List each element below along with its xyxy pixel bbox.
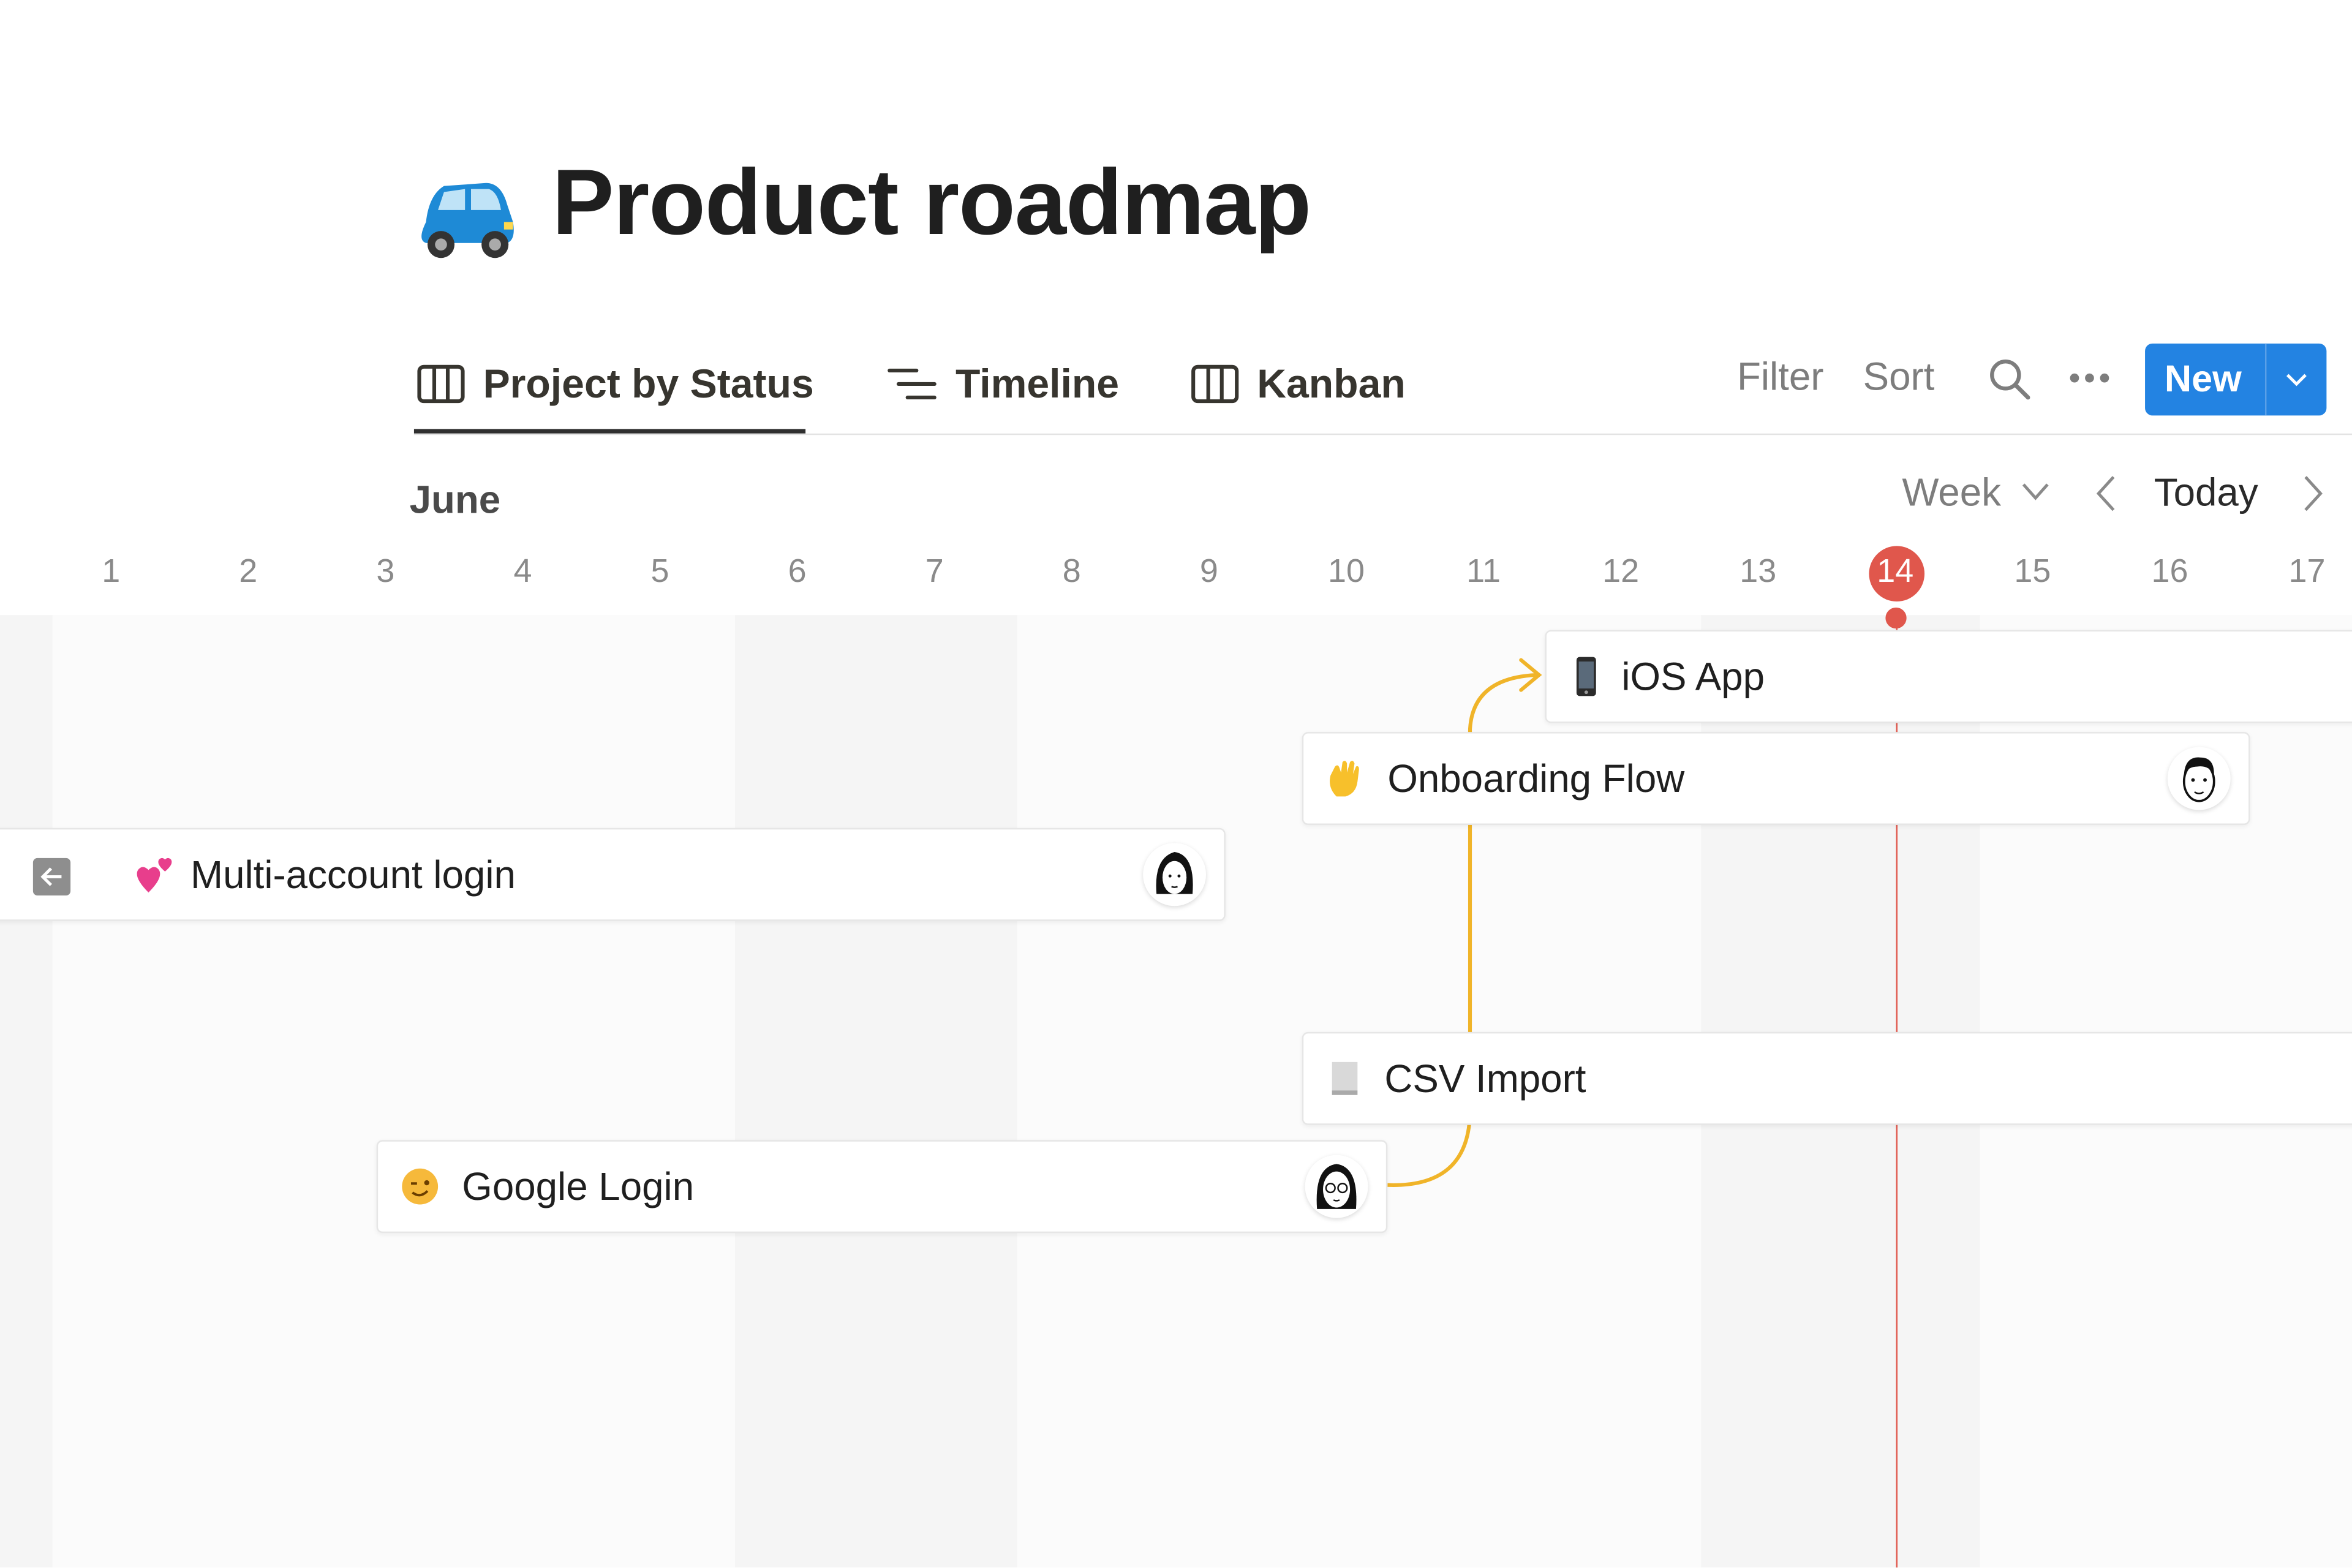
day-label: 3 [376,552,395,590]
item-title: iOS App [1621,653,1765,699]
day-label: 16 [2151,552,2188,590]
day-label: 9 [1199,552,1218,590]
tab-project-by-status[interactable]: Project by Status [417,354,814,414]
today-marker [1869,546,1925,602]
new-button-label: New [2164,358,2242,401]
avatar-woman-glasses[interactable] [1305,1155,1368,1218]
timeline-item-onboarding-flow[interactable]: Onboarding Flow [1302,732,2250,825]
car-icon [421,183,514,258]
timeline-list-icon [888,368,937,400]
month-label: June [409,477,501,522]
day-label: 17 [2288,552,2326,590]
board-icon [1191,364,1239,404]
chevron-left-icon[interactable] [2095,475,2116,511]
timeline-item-multi-account-login[interactable]: Multi-account login [0,827,1226,921]
tab-label: Timeline [956,360,1120,406]
day-label: 12 [1602,552,1640,590]
page-icon [1332,1061,1358,1095]
scale-select[interactable]: Week [1902,470,2001,516]
new-options-dropdown[interactable] [2266,344,2326,416]
weekend-column [0,615,53,1568]
more-horizontal-icon[interactable] [2068,369,2113,386]
day-label: 15 [2014,552,2051,590]
weekend-column [735,615,1017,1568]
avatar-man[interactable] [2167,747,2231,810]
chevron-down-icon[interactable] [2022,483,2049,501]
scale-label: Week [1902,469,2001,515]
divider [2264,343,2267,416]
day-label: 5 [650,552,669,590]
today-button[interactable]: Today [2154,469,2258,515]
two-hearts-icon [137,858,172,893]
avatar-woman[interactable] [1143,843,1206,907]
item-title: CSV Import [1384,1055,1586,1101]
tab-label: Project by Status [483,360,814,406]
new-button[interactable]: New [2145,343,2327,416]
timeline-item-google-login[interactable]: Google Login [376,1140,1388,1234]
tab-label: Kanban [1257,360,1406,406]
divider [413,433,2352,435]
item-title: Onboarding Flow [1387,755,1685,801]
timeline-item-csv-import[interactable]: CSV Import [1302,1031,2352,1125]
day-label: 7 [925,552,944,590]
chevron-right-icon[interactable] [2302,475,2323,511]
search-icon[interactable] [1988,357,2032,402]
mobile-phone-icon [1576,657,1596,696]
day-label: 2 [239,552,258,590]
sort-button[interactable]: Sort [1863,353,1935,399]
day-label: 4 [513,552,532,590]
day-label: 1 [102,552,121,590]
page-title: Product roadmap [552,151,1311,255]
day-label: 8 [1062,552,1081,590]
tab-timeline[interactable]: Timeline [886,354,1119,414]
day-label: 13 [1740,552,1777,590]
timeline-item-ios-app[interactable]: iOS App [1545,630,2352,723]
today-dot [1885,607,1907,629]
filter-button[interactable]: Filter [1736,353,1824,399]
active-tab-indicator [413,429,806,434]
day-label: 6 [788,552,807,590]
day-label: 10 [1327,552,1365,590]
scroll-to-item-button[interactable] [32,858,71,896]
waving-hand-icon [1330,761,1359,797]
item-title: Google Login [462,1163,695,1208]
item-title: Multi-account login [190,851,516,897]
tab-kanban[interactable]: Kanban [1191,354,1406,414]
arrow-left-icon [40,867,62,886]
day-label: 11 [1466,552,1501,590]
chevron-down-icon [2286,373,2307,386]
winking-face-icon [402,1168,439,1205]
day-label: 14 [1877,552,1914,590]
board-icon [417,364,465,404]
timeline-grid [0,615,2352,1568]
